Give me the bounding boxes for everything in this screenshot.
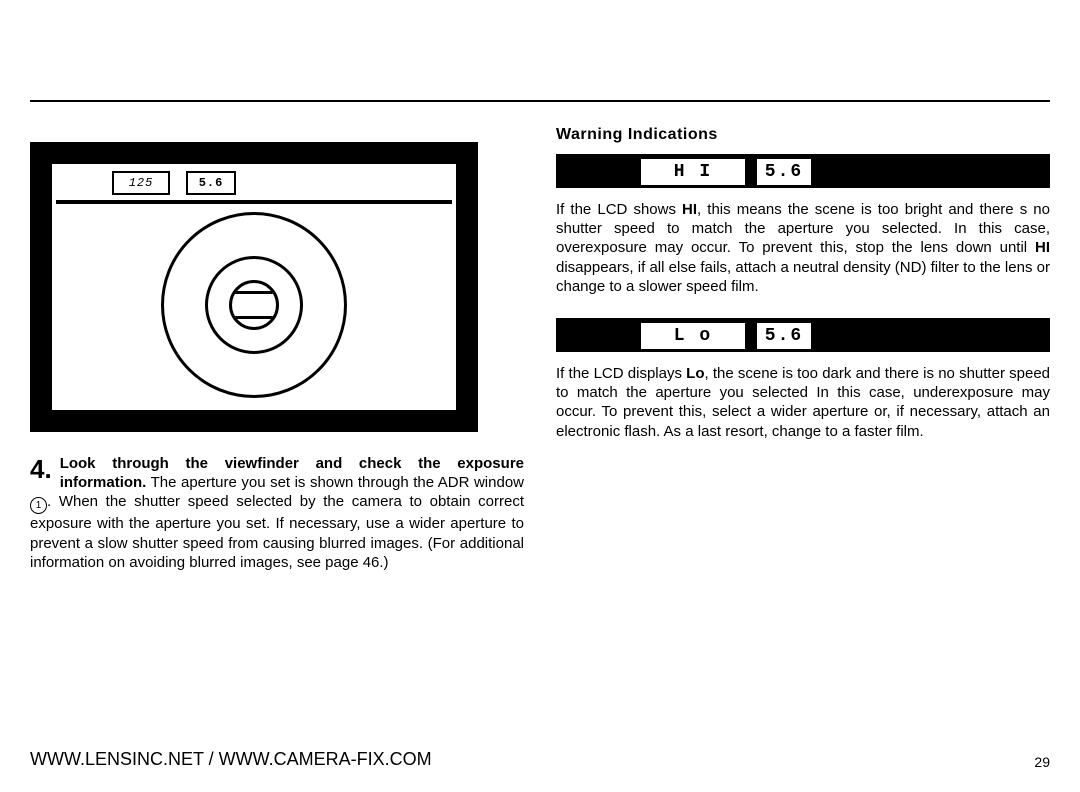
viewfinder-outer: 125 5.6 <box>30 142 478 432</box>
viewfinder-frame: 125 5.6 <box>52 164 456 410</box>
hi-paragraph: If the LCD shows HI, this means the scen… <box>556 200 1050 296</box>
lo-bold-a: Lo <box>686 365 704 382</box>
lo-text-a: If the LCD displays <box>556 365 686 382</box>
viewfinder-readout-strip: 125 5.6 <box>56 168 452 204</box>
page-number: 29 <box>1034 754 1050 770</box>
lcd-hi-right: 5.6 <box>756 158 812 186</box>
lcd-lo-left: L o <box>640 322 746 350</box>
hi-bold-a: HI <box>682 201 697 218</box>
hi-text-a: If the LCD shows <box>556 201 682 218</box>
viewfinder-shutter-readout: 125 <box>112 171 170 195</box>
left-column: 125 5.6 4. Look thr <box>30 132 524 722</box>
lo-paragraph: If the LCD displays Lo, the scene is too… <box>556 364 1050 441</box>
lcd-lo-figure: L o 5.6 <box>556 318 1050 352</box>
step-4-text: 4. Look through the viewfinder and check… <box>30 454 524 572</box>
step-body-b: . When the shutter speed selected by the… <box>30 493 524 570</box>
warning-heading: Warning Indications <box>556 126 1050 144</box>
viewfinder-focus-area <box>56 204 452 406</box>
step-body-a: The aperture you set is shown through th… <box>146 474 524 491</box>
page-footer: WWW.LENSINC.NET / WWW.CAMERA-FIX.COM 29 <box>30 749 1050 770</box>
top-rule <box>30 100 1050 102</box>
step-number: 4. <box>30 454 52 482</box>
two-column-content: 125 5.6 4. Look thr <box>30 132 1050 722</box>
reference-circle-1: 1 <box>30 497 47 514</box>
viewfinder-aperture-readout: 5.6 <box>186 171 236 195</box>
footer-url: WWW.LENSINC.NET / WWW.CAMERA-FIX.COM <box>30 749 432 770</box>
lcd-hi-left: H I <box>640 158 746 186</box>
lcd-hi-figure: H I 5.6 <box>556 154 1050 188</box>
lcd-lo-right: 5.6 <box>756 322 812 350</box>
viewfinder-figure: 125 5.6 <box>30 142 524 432</box>
split-prism-horizontal <box>232 291 276 319</box>
split-prism <box>229 280 279 330</box>
manual-page: 125 5.6 4. Look thr <box>30 22 1050 770</box>
hi-bold-b: HI <box>1035 239 1050 256</box>
hi-text-c: disappears, if all else fails, attach a … <box>556 259 1050 295</box>
right-column: Warning Indications H I 5.6 If the LCD s… <box>556 132 1050 722</box>
